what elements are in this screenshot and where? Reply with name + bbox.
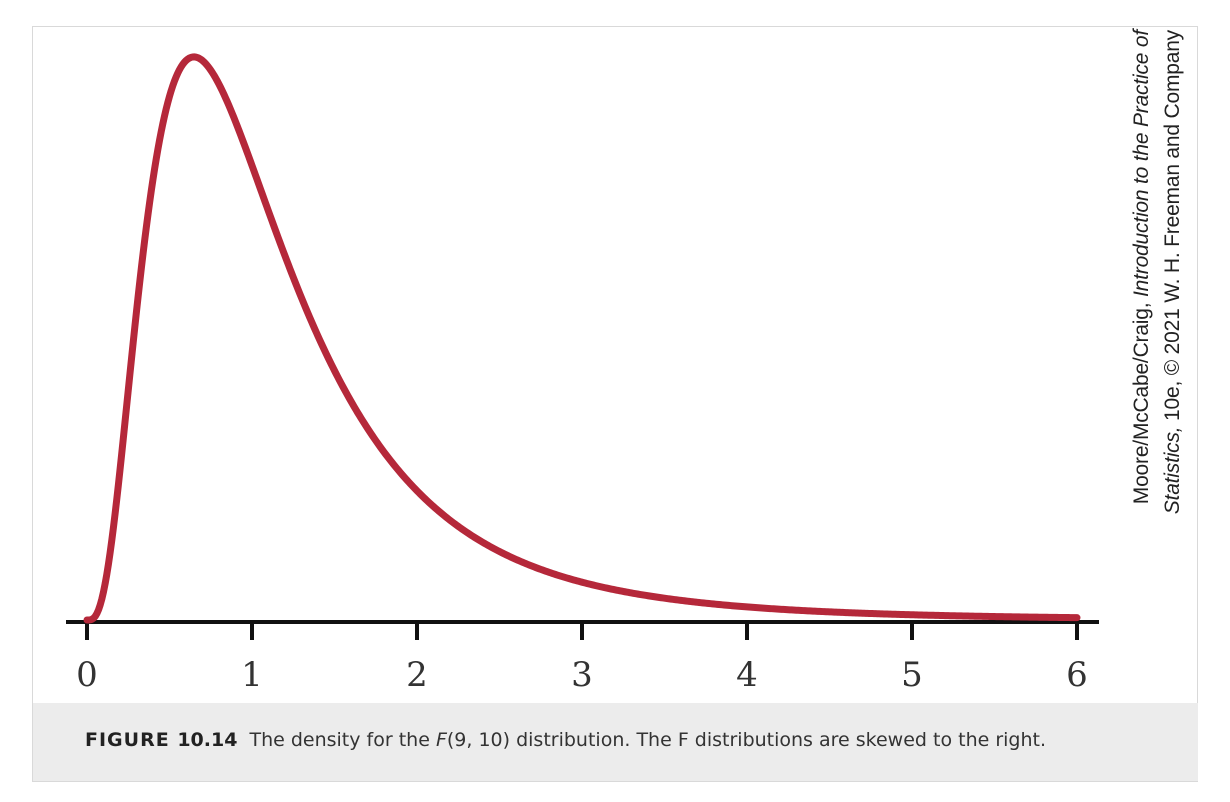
density-point (283, 292, 287, 296)
density-point (580, 588, 584, 592)
density-point (910, 615, 914, 619)
density-point (110, 552, 114, 556)
density-point (217, 126, 221, 130)
density-point (93, 616, 97, 620)
density-series (83, 53, 1081, 624)
density-point (151, 220, 155, 224)
density-point (126, 412, 130, 416)
density-point (349, 428, 353, 432)
caption-label: FIGURE 10.14 (85, 729, 237, 751)
density-point (250, 205, 254, 209)
density-point (201, 105, 205, 109)
figure-caption: FIGURE 10.14 The density for the F(9, 10… (85, 729, 1046, 751)
density-point (316, 368, 320, 372)
caption-label-word: FIGURE (85, 729, 170, 751)
density-point (415, 509, 419, 513)
density-point (135, 340, 139, 344)
density-point (382, 474, 386, 478)
x-axis-ticks (85, 622, 1079, 640)
density-point (745, 609, 749, 613)
x-tick-label-1: 1 (241, 655, 263, 695)
caption-text-start: The density for the (243, 729, 436, 751)
density-point (184, 108, 188, 112)
x-tick-label-0: 0 (76, 655, 98, 695)
x-tick-label-5: 5 (901, 655, 923, 695)
density-point (234, 161, 238, 165)
density-point (498, 562, 502, 566)
density-point (102, 597, 106, 601)
credit-copyright: 10e, © 2021 W. H. Freeman and Company (1161, 30, 1184, 427)
x-tick-label-4: 4 (736, 655, 758, 695)
caption-f-symbol: F (435, 729, 447, 751)
credit-book-title: Introduction to the Practice of (1130, 30, 1153, 297)
x-tick-label-3: 3 (571, 655, 593, 695)
f-density-curve (83, 53, 1081, 624)
x-tick-label-6: 6 (1066, 655, 1088, 695)
density-point (663, 601, 667, 605)
density-point (993, 616, 997, 620)
image-credit: Moore/McCabe/Craig, Introduction to the … (1112, 30, 1202, 560)
credit-authors: Moore/McCabe/Craig, (1130, 296, 1153, 505)
caption-label-number: 10.14 (177, 729, 238, 751)
density-point (118, 486, 122, 490)
x-axis-tick-labels: 0 1 2 3 4 5 6 (76, 655, 1088, 695)
density-point (828, 613, 832, 617)
figure-card (32, 26, 1198, 782)
density-point (1075, 616, 1079, 620)
caption-text-end: (9, 10) distribution. The F distribution… (446, 729, 1047, 751)
x-tick-label-2: 2 (406, 655, 428, 695)
credit-line-2: Statistics, 10e, © 2021 W. H. Freeman an… (1157, 30, 1188, 514)
caption-bar: FIGURE 10.14 The density for the F(9, 10… (33, 703, 1198, 781)
density-point (168, 143, 172, 147)
credit-book-title-cont: Statistics, (1161, 426, 1184, 515)
credit-line-1: Moore/McCabe/Craig, Introduction to the … (1126, 30, 1157, 504)
density-point (192, 103, 196, 107)
